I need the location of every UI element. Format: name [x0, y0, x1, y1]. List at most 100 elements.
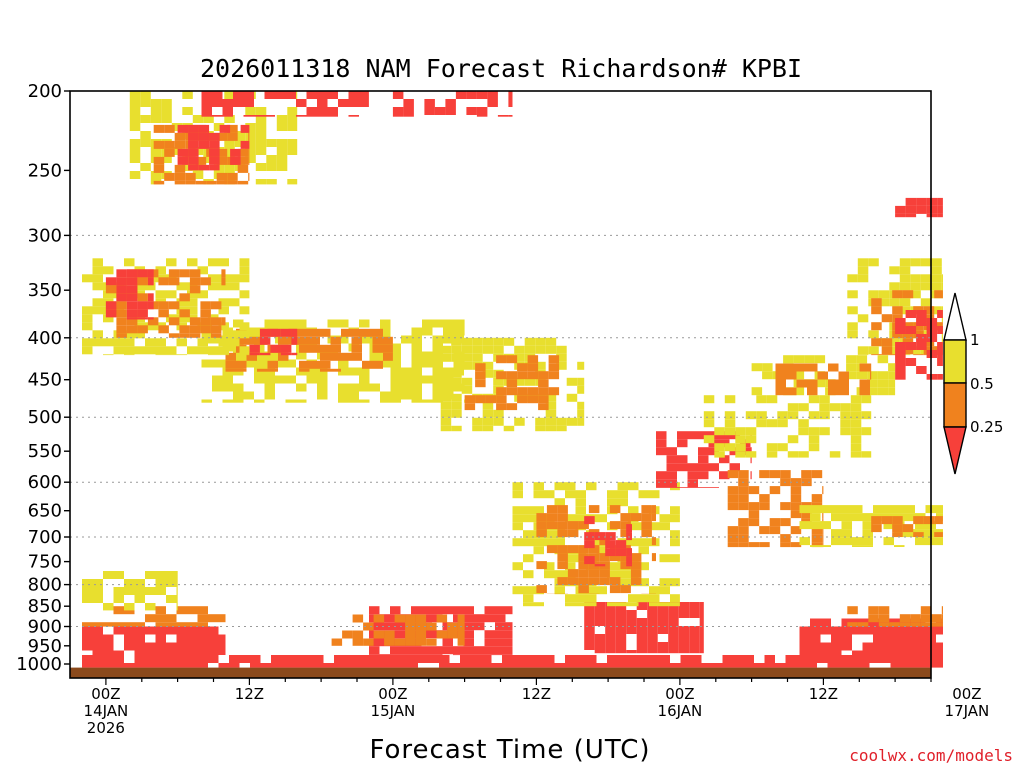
credit-link[interactable]: coolwx.com/models: [849, 746, 1013, 765]
ri-cell-yellow: [287, 179, 298, 185]
ri-cell-red: [677, 487, 688, 488]
ri-cell-yellow: [443, 335, 454, 344]
ri-cell-orange: [320, 360, 331, 369]
ri-cell-yellow: [145, 346, 156, 355]
ri-cell-yellow: [150, 107, 162, 115]
ri-cell-yellow: [443, 391, 454, 400]
ri-cell-orange: [330, 352, 341, 361]
ri-cell-yellow: [482, 409, 494, 418]
ri-cell-red: [916, 366, 927, 374]
ri-cell-orange: [599, 569, 610, 578]
ri-cell-orange: [496, 355, 507, 364]
ri-cell-orange: [517, 371, 528, 380]
ri-cell-yellow: [841, 521, 852, 530]
ri-cell-yellow: [348, 383, 359, 392]
ri-cell-red: [890, 655, 901, 663]
ri-cell-red: [177, 156, 189, 165]
ri-cell-yellow: [82, 595, 93, 603]
ri-cell-orange: [248, 148, 250, 157]
ri-cell-red: [476, 91, 488, 99]
ri-cell-red: [915, 650, 926, 655]
ri-cell-yellow: [134, 330, 145, 339]
ri-cell-yellow: [103, 266, 114, 275]
ri-cell-yellow: [182, 163, 193, 171]
ri-cell-yellow: [401, 383, 412, 392]
ri-cell-red: [92, 642, 103, 651]
ri-cell-red: [647, 618, 658, 626]
ri-cell-red: [668, 650, 679, 654]
ri-cell-yellow: [899, 258, 911, 267]
ri-cell-yellow: [535, 417, 546, 426]
ri-cell-yellow: [798, 419, 809, 428]
ri-cell-yellow: [586, 482, 597, 491]
ri-cell-yellow: [171, 123, 183, 131]
ri-cell-red: [166, 626, 177, 635]
ri-cell-red: [806, 655, 817, 663]
ri-cell-yellow: [218, 258, 229, 267]
ri-cell-yellow: [533, 490, 544, 499]
ri-cell-red: [911, 655, 922, 663]
ri-cell-red: [302, 663, 313, 668]
ri-cell-yellow: [182, 91, 193, 99]
ri-cell-yellow: [535, 361, 546, 370]
ri-cell-yellow: [831, 529, 842, 538]
x-tick-label: 00Z: [665, 685, 694, 703]
ri-cell-red: [916, 205, 927, 214]
ri-cell-orange: [567, 521, 579, 530]
ri-cell-orange: [536, 585, 547, 594]
ri-cell-yellow: [255, 147, 267, 155]
ri-cell-orange: [116, 317, 127, 326]
ri-cell-yellow: [401, 367, 412, 376]
ri-cell-orange: [941, 622, 943, 627]
plot-cells: [70, 91, 943, 678]
ri-cell-orange: [801, 478, 812, 487]
ri-cell-red: [281, 663, 292, 668]
y-tick-label-900: 900: [28, 617, 62, 638]
ri-cell-yellow: [461, 377, 473, 386]
ri-cell-red: [201, 107, 212, 115]
ri-cell-red: [390, 606, 401, 615]
ri-cell-orange: [857, 622, 869, 627]
ri-cell-yellow: [411, 367, 422, 376]
ri-cell-red: [605, 610, 616, 618]
ri-cell-orange: [174, 180, 186, 185]
ri-cell-red: [904, 626, 915, 635]
ri-cell-yellow: [440, 345, 452, 354]
ri-cell-orange: [248, 156, 250, 165]
ri-cell-red: [626, 548, 632, 557]
ri-cell-orange: [786, 371, 797, 380]
ri-cell-yellow: [915, 537, 926, 546]
ri-cell-red: [134, 634, 145, 643]
ri-cell-yellow: [411, 343, 422, 352]
ri-cell-yellow: [841, 537, 852, 546]
ri-cell-yellow: [187, 346, 198, 355]
ri-cell-yellow: [208, 258, 219, 267]
x-tick-label: 00Z: [378, 685, 407, 703]
ri-cell-orange: [189, 317, 201, 326]
ri-cell-orange: [527, 355, 539, 364]
ri-cell-yellow: [659, 554, 670, 563]
ri-cell-yellow: [285, 399, 296, 403]
ri-cell-orange: [892, 524, 903, 533]
ri-cell-yellow: [850, 419, 862, 428]
ri-cell-yellow: [464, 327, 465, 336]
ri-cell-yellow: [192, 115, 204, 123]
ri-cell-yellow: [793, 387, 805, 396]
ri-cell-yellow: [850, 451, 862, 458]
ri-cell-orange: [341, 328, 352, 337]
ri-cell-yellow: [544, 530, 555, 539]
ri-cell-red: [605, 532, 616, 541]
ri-cell-red: [584, 642, 595, 650]
ri-cell-yellow: [735, 443, 746, 452]
ri-cell-orange: [189, 333, 201, 338]
ri-cell-red: [687, 487, 698, 488]
ri-cell-yellow: [762, 363, 773, 372]
ri-cell-red: [103, 655, 114, 663]
ri-cell-red: [895, 205, 906, 214]
ri-cell-red: [155, 650, 166, 655]
ri-cell-orange: [748, 486, 760, 495]
ri-cell-orange: [769, 470, 781, 479]
ri-cell-yellow: [422, 359, 433, 368]
ri-cell-orange: [187, 606, 198, 615]
ri-cell-yellow: [862, 521, 873, 530]
